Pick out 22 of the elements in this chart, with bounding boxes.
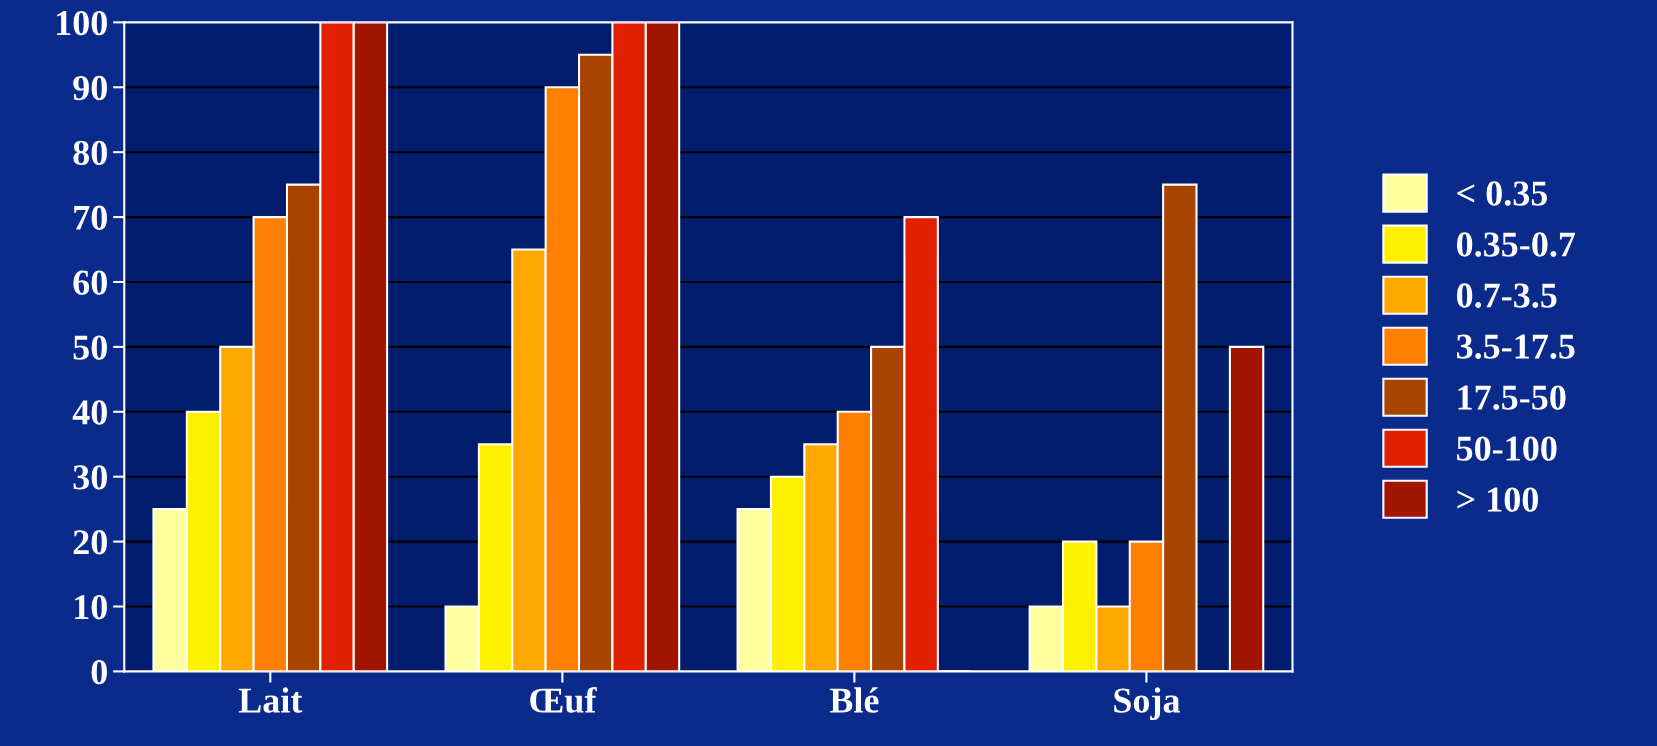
legend-label: 50-100 (1457, 436, 1557, 461)
legend-label: 17.5-50 (1458, 385, 1566, 410)
x-tick-label: Soja (1114, 687, 1180, 721)
y-tick-label: 30 (73, 465, 107, 490)
y-tick-label: 80 (73, 140, 107, 166)
y-tick-label: 70 (74, 205, 107, 230)
y-tick-label: 40 (72, 400, 107, 425)
legend-label: 0.7-3.5 (1456, 283, 1557, 308)
x-tick-label: Œuf (530, 687, 597, 713)
legend-label: 0.35-0.7 (1456, 232, 1576, 257)
legend-label: < 0.35 (1457, 181, 1548, 206)
y-tick-label: 100 (57, 10, 107, 36)
y-tick-label: 20 (73, 530, 107, 555)
y-tick-label: 0 (91, 659, 107, 685)
x-tick-label: Lait (238, 687, 303, 713)
legend-label: > 100 (1457, 487, 1538, 512)
x-tick-label: Blé (829, 687, 879, 713)
y-tick-label: 10 (75, 595, 107, 620)
y-tick-label: 60 (73, 270, 107, 295)
legend-label: 3.5-17.5 (1456, 334, 1575, 359)
y-tick-label: 90 (73, 75, 107, 101)
y-tick-label: 50 (73, 335, 107, 360)
